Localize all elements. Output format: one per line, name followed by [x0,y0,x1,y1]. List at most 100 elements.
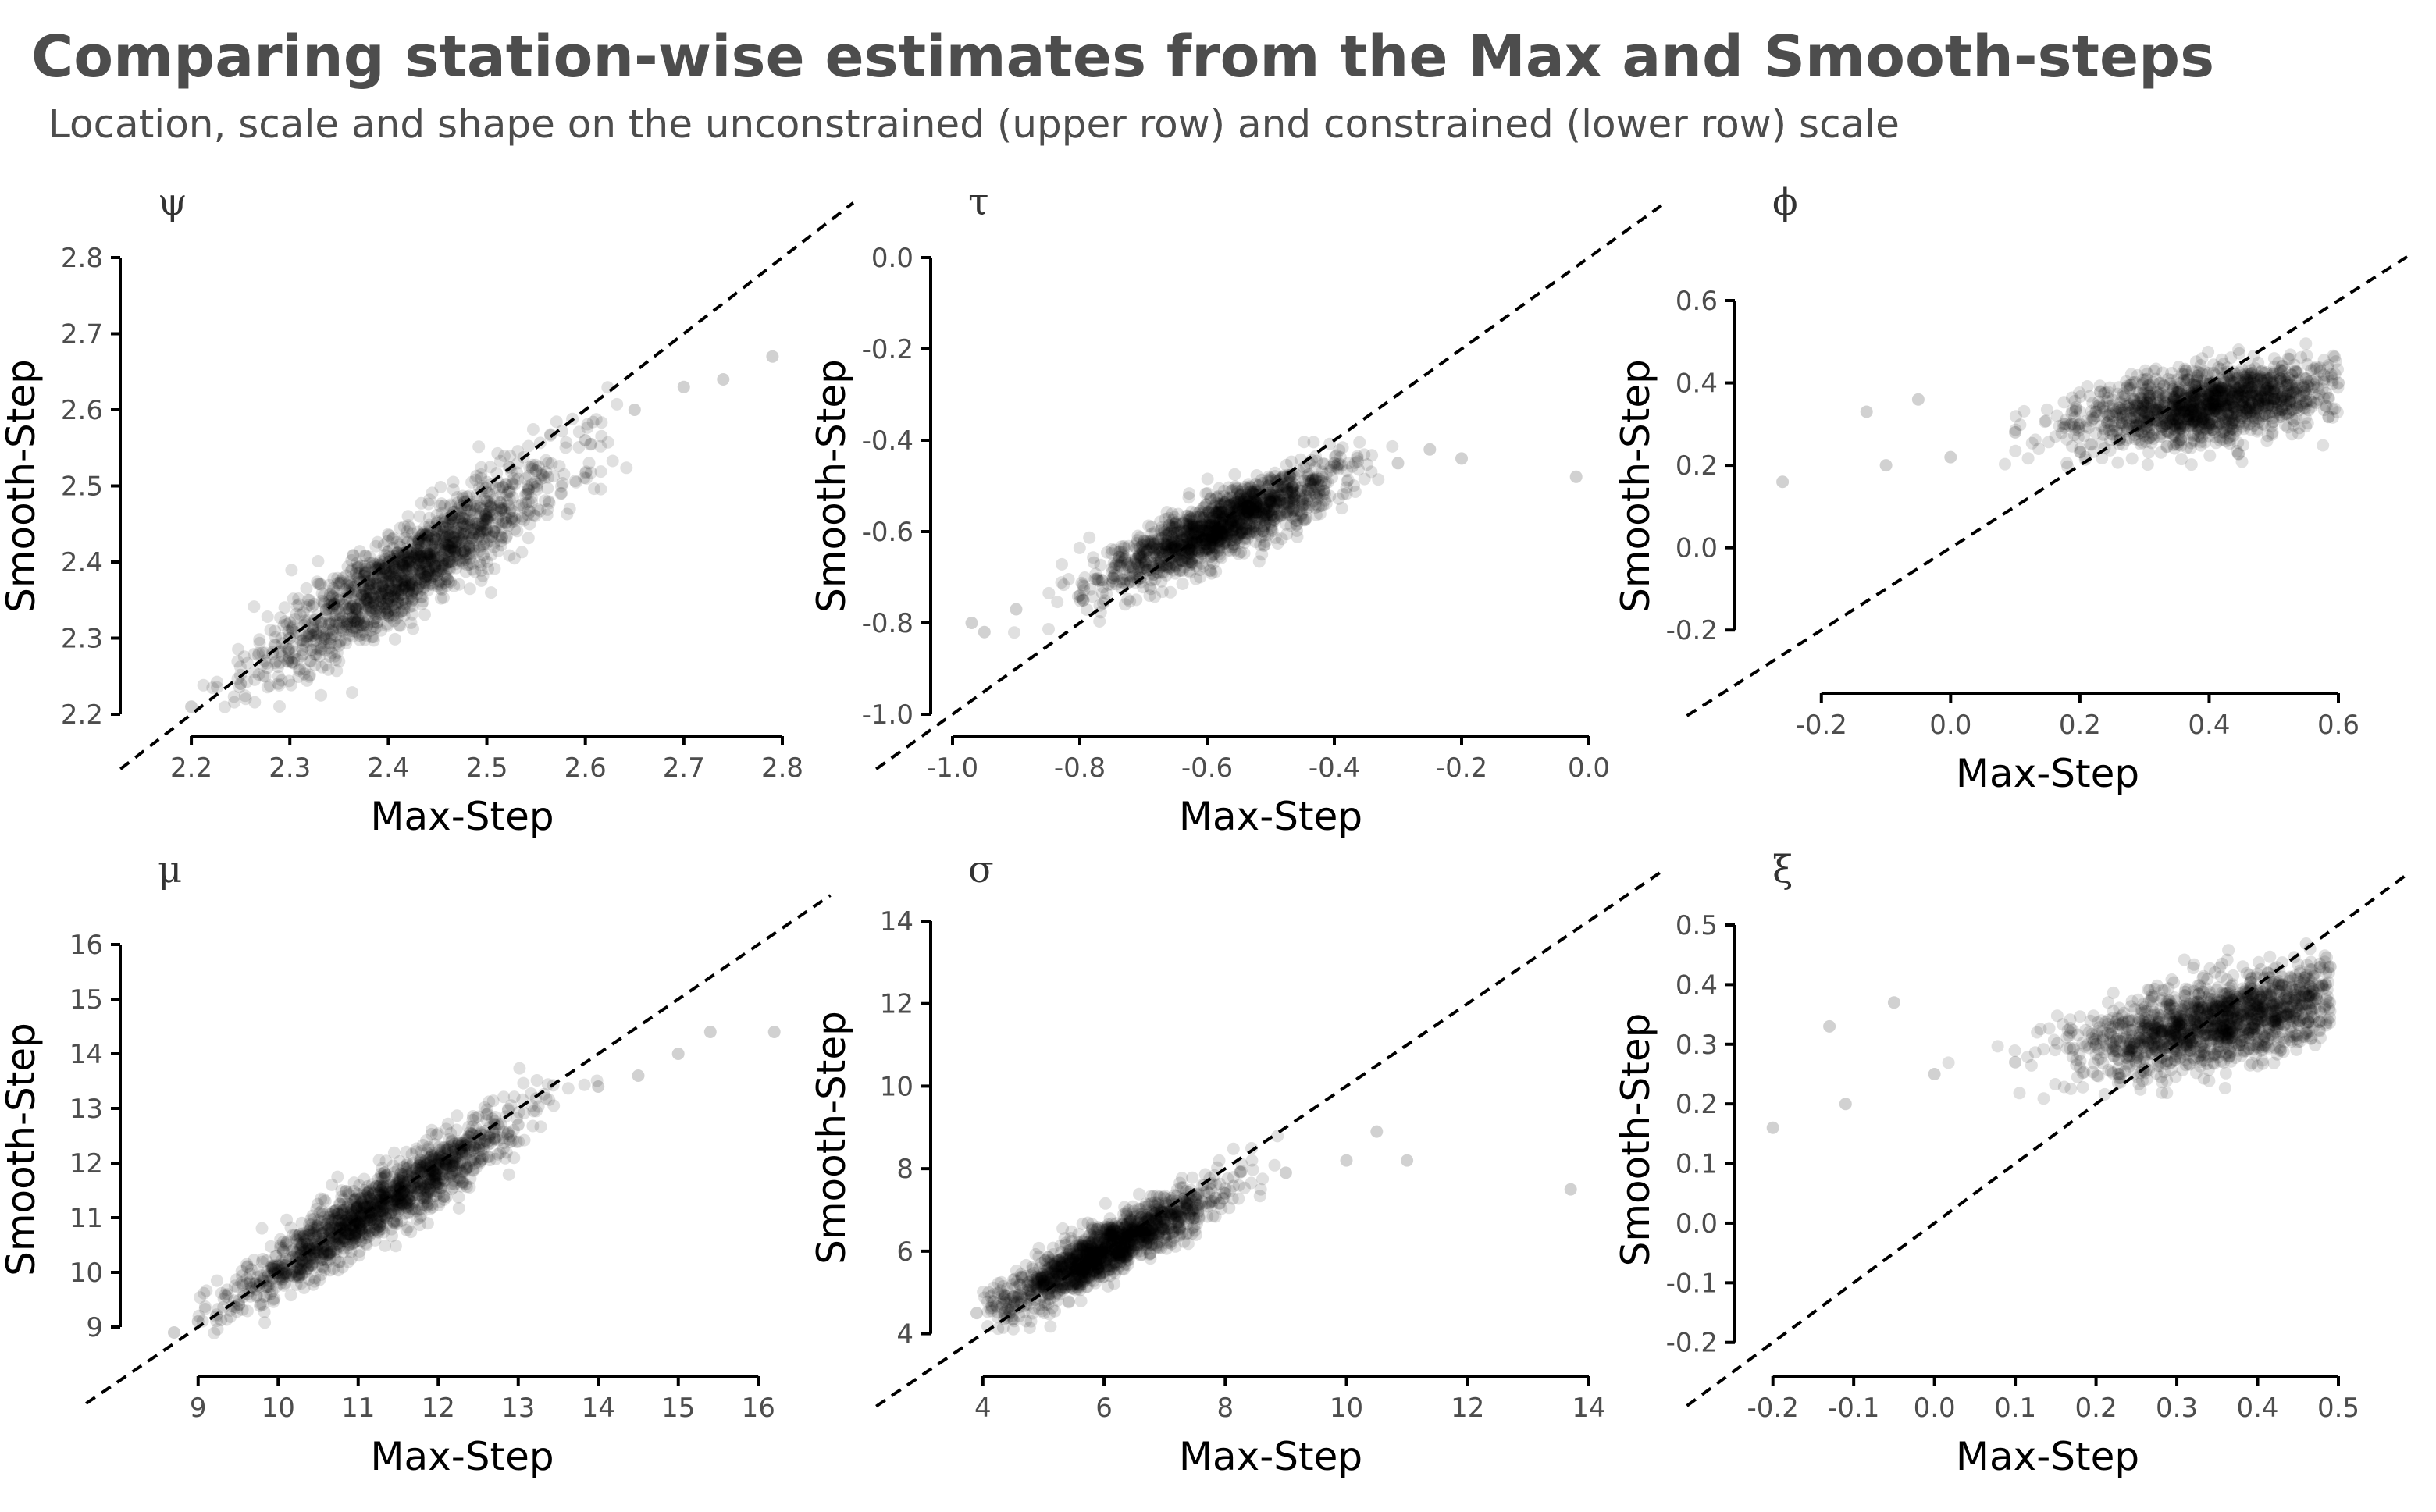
data-point [351,625,364,639]
data-point [978,625,991,639]
data-point [2284,348,2297,361]
data-point [469,473,483,486]
data-point [568,475,582,488]
data-point [461,516,475,529]
data-point [370,621,383,634]
data-point [434,537,447,550]
data-point [313,578,326,591]
data-point [461,518,474,531]
x-tick-label: 0.2 [2059,710,2101,741]
data-point [2236,386,2249,400]
data-point [306,643,319,656]
data-point [434,481,447,493]
data-point [392,559,405,572]
data-point [508,552,521,565]
data-point [480,495,493,507]
data-point [374,594,387,607]
y-tick-label: 2.8 [61,243,103,274]
y-tick-label: -0.4 [862,425,914,457]
data-point [1156,585,1169,599]
data-point [349,568,362,582]
data-point [2288,375,2302,388]
data-point [407,593,419,607]
data-point [497,515,509,528]
data-point [525,492,538,505]
data-point [485,586,497,599]
data-point [2096,452,2109,464]
data-point [2141,458,2154,471]
data-point [1109,578,1123,591]
data-point [322,578,336,592]
data-point [422,554,436,567]
data-point [290,607,303,621]
data-point [358,617,371,631]
data-point [579,434,592,446]
data-point [346,630,359,643]
data-point [555,479,568,493]
data-point [397,546,411,559]
data-point [1131,529,1145,543]
x-tick-label: -0.4 [1309,752,1360,784]
data-point [515,546,529,559]
data-point [481,555,493,568]
data-point [429,532,441,545]
data-point [264,624,277,637]
data-point [403,581,416,594]
data-point [397,592,410,606]
data-point [261,681,274,694]
data-point [472,440,486,454]
y-tick-label: 2.7 [61,319,103,350]
panel-1: 2.2 2.3 2.4 2.5 2.6 2.7 2.82.22.32.42.52.62.72… [0,180,855,839]
data-point [449,545,462,558]
y-axis-title: Smooth-Step [809,359,854,613]
data-point [543,496,556,510]
y-tick-label: 2.2 [61,699,103,731]
data-point [2071,431,2085,444]
data-point [2021,452,2035,465]
data-point [522,439,535,453]
data-point [383,568,396,582]
data-point [385,582,398,596]
panel-title: ϕ [1772,180,1798,224]
x-tick-label: -0.8 [1054,752,1106,784]
data-point [431,551,444,564]
data-point [258,654,271,667]
data-point [391,587,404,600]
data-point [1118,563,1131,576]
data-point [495,539,508,552]
data-point [465,523,478,536]
data-point [381,617,394,631]
data-point [1172,555,1185,568]
data-point [364,607,377,620]
data-point [479,524,492,537]
data-point [516,510,529,523]
data-point [349,610,362,623]
data-point [343,602,356,615]
data-point [2184,442,2197,454]
data-point [2313,365,2327,378]
data-point [1056,557,1068,571]
data-point [2174,432,2188,446]
data-point [2121,379,2134,393]
data-point [346,611,359,624]
data-point [522,532,535,545]
data-point [291,653,304,667]
data-point [402,586,415,599]
data-point [494,496,508,510]
data-point [2207,424,2220,437]
data-point [358,587,371,600]
data-point [404,555,417,568]
data-point [305,599,319,613]
data-point [1265,508,1278,521]
data-point [2109,405,2122,418]
data-point [343,574,356,587]
data-point [281,643,294,656]
data-point [540,454,553,467]
data-point [398,575,411,588]
data-point [555,486,568,500]
data-point [1291,530,1304,543]
data-point [384,567,397,580]
data-point [448,535,461,549]
data-point [965,617,978,629]
data-point [387,614,401,628]
